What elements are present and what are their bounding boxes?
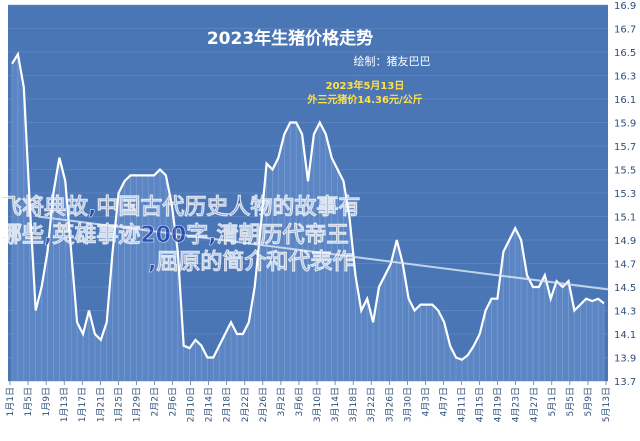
x-axis: 1月1日 1月5日 1月9日 1月13日 1月17日 1月21日 1月25日 1月29日 2月2… [5, 381, 612, 422]
y-tick-label: 14.9 [614, 236, 636, 247]
x-tick-label: 1月13日 [59, 387, 70, 422]
price-bars [11, 54, 605, 381]
trend-line [37, 215, 609, 291]
x-tick-label: 1月1日 [5, 387, 16, 416]
x-tick-label: 2月6日 [168, 387, 179, 416]
y-tick-label: 15.5 [614, 166, 636, 177]
x-tick-label: 1月29日 [131, 387, 142, 422]
x-tick-label: 3月18日 [348, 387, 359, 422]
x-tick-label: 5月13日 [601, 387, 612, 422]
y-tick-label: 13.7 [614, 377, 636, 388]
x-tick-label: 4月23日 [511, 387, 522, 422]
watermark-line-2: 哪些,英雄事迹200字,清朝历代帝王 [0, 222, 349, 248]
y-tick-label: 16.1 [614, 95, 636, 106]
x-tick-label: 2月10日 [186, 387, 197, 422]
x-tick-label: 4月27日 [529, 387, 540, 422]
y-tick-label: 15.1 [614, 213, 636, 224]
x-tick-label: 5月1日 [547, 387, 558, 416]
x-tick-label: 3月14日 [330, 387, 341, 422]
x-tick-label: 1月17日 [77, 387, 88, 422]
x-tick-label: 3月30日 [402, 387, 413, 422]
annotation-price: 外三元猪价14.36元/公斤 [306, 93, 422, 106]
x-tick-label: 2月22日 [240, 387, 251, 422]
y-tick-label: 16.9 [614, 1, 636, 12]
y-tick-label: 16.7 [614, 25, 636, 36]
x-tick-label: 4月15日 [475, 387, 486, 422]
x-tick-label: 3月2日 [276, 387, 287, 416]
y-tick-label: 15.3 [614, 189, 636, 200]
x-tick-label: 1月9日 [41, 387, 52, 416]
x-tick-label: 3月6日 [294, 387, 305, 416]
chart-subtitle: 绘制：猪友巴巴 [354, 54, 431, 68]
y-axis: 16.9 16.7 16.5 16.3 16.1 15.9 15.7 15.5 15.3 15.1… [614, 1, 636, 388]
watermark-line-1: 飞将典故,中国古代历史人物的故事有 [0, 194, 360, 220]
x-tick-label: 3月26日 [384, 387, 395, 422]
y-tick-label: 14.3 [614, 307, 636, 318]
chart-title: 2023年生猪价格走势 [207, 28, 373, 49]
x-tick-label: 4月7日 [438, 387, 449, 416]
x-tick-label: 4月19日 [493, 387, 504, 422]
x-tick-label: 5月9日 [583, 387, 594, 416]
x-tick-label: 1月25日 [113, 387, 124, 422]
y-tick-label: 13.9 [614, 354, 636, 365]
y-tick-label: 14.1 [614, 330, 636, 341]
watermark-line-3: ,屈原的简介和代表作 [148, 249, 354, 275]
x-tick-label: 3月22日 [366, 387, 377, 422]
x-tick-label: 4月11日 [457, 387, 468, 422]
y-tick-label: 14.7 [614, 260, 636, 271]
x-tick-label: 2月2日 [149, 387, 160, 416]
x-tick-label: 2月14日 [204, 387, 215, 422]
x-tick-label: 4月3日 [420, 387, 431, 416]
y-tick-label: 15.7 [614, 142, 636, 153]
x-tick-label: 2月18日 [222, 387, 233, 422]
price-line [11, 51, 605, 362]
y-tick-label: 14.5 [614, 283, 636, 294]
watermark: 飞将典故,中国古代历史人物的故事有 哪些,英雄事迹200字,清朝历代帝王 ,屈原… [0, 194, 361, 276]
x-tick-label: 5月5日 [565, 387, 576, 416]
x-tick-label: 1月21日 [95, 387, 106, 422]
x-tick-label: 3月10日 [312, 387, 323, 422]
y-tick-label: 15.9 [614, 119, 636, 130]
annotation-date: 2023年5月13日 [326, 79, 405, 92]
x-tick-label: 2月26日 [258, 387, 269, 422]
y-tick-label: 16.3 [614, 72, 636, 83]
x-tick-label: 1月5日 [23, 387, 34, 416]
y-tick-label: 16.5 [614, 48, 636, 59]
